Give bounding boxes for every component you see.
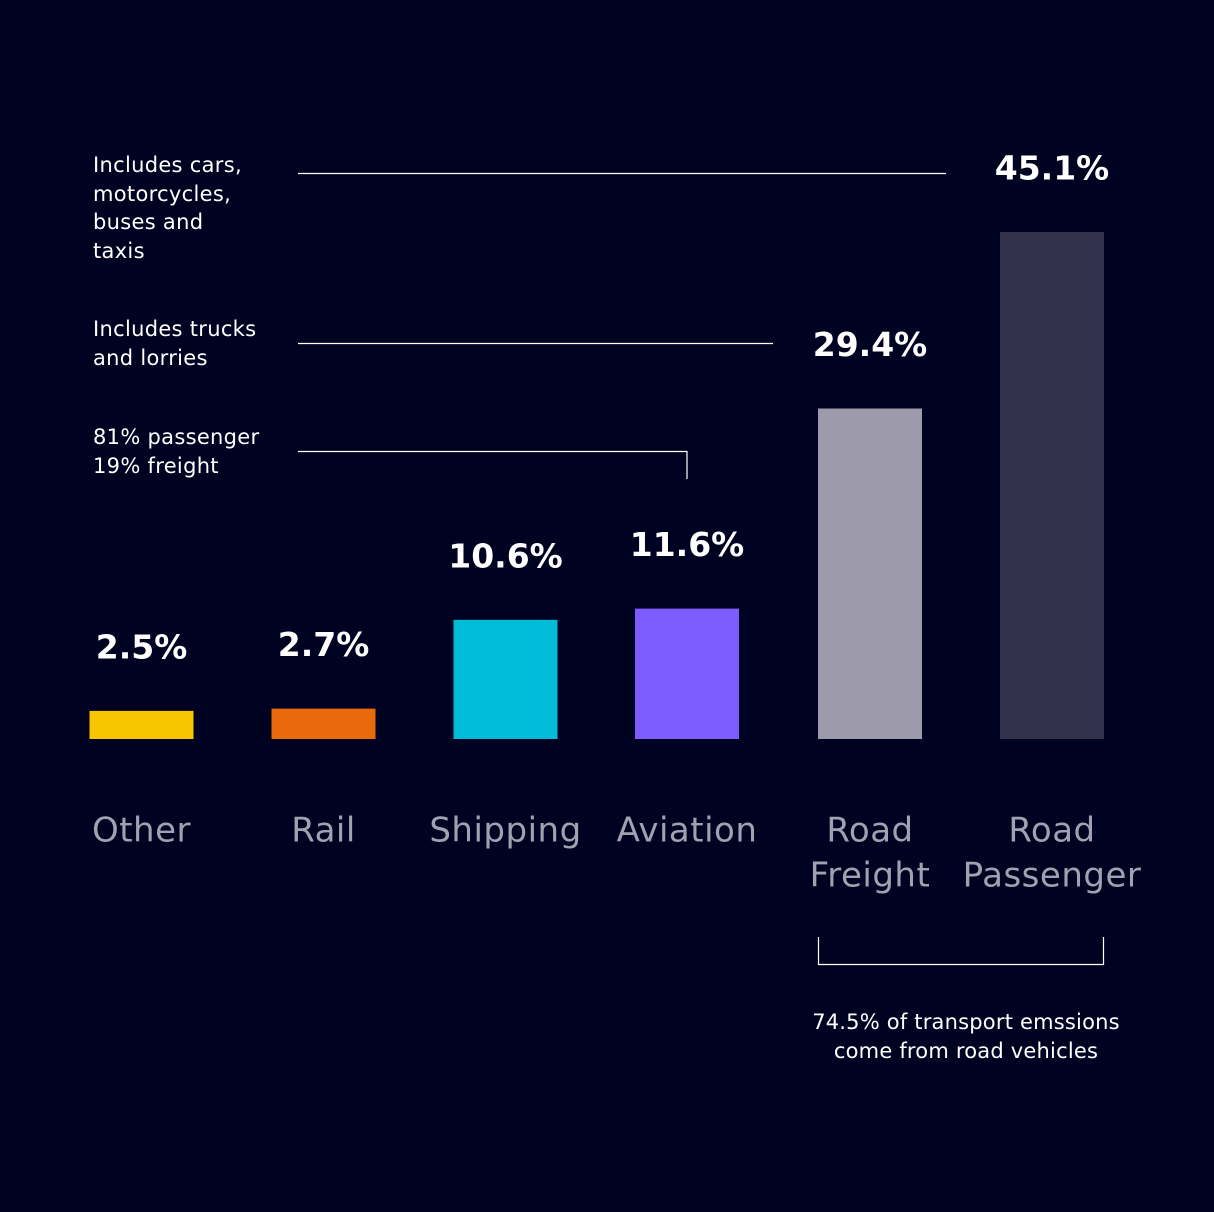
bar-shipping xyxy=(453,619,558,739)
value-label-rail: 2.7% xyxy=(278,625,370,664)
value-label-aviation: 11.6% xyxy=(630,525,745,564)
bar-aviation xyxy=(635,608,739,739)
road-total-note: 74.5% of transport emssions come from ro… xyxy=(812,1010,1120,1063)
bars-group xyxy=(89,232,1104,739)
road-freight-note: Includes trucks and lorries xyxy=(93,317,257,370)
category-label-rail: Rail xyxy=(291,811,356,851)
bar-road-passenger xyxy=(1000,232,1104,739)
bar-rail xyxy=(271,708,376,739)
category-label-road-passenger-line-1: Road xyxy=(1008,811,1095,851)
bar-other xyxy=(89,710,194,739)
value-label-road-passenger: 45.1% xyxy=(995,149,1110,188)
road-passenger-note: Includes cars, motorcycles, buses and ta… xyxy=(93,153,242,263)
category-label-road-freight-line-1: Road xyxy=(826,811,913,851)
value-label-shipping: 10.6% xyxy=(448,536,563,575)
category-label-aviation: Aviation xyxy=(617,811,758,851)
value-label-road-freight: 29.4% xyxy=(813,325,928,364)
aviation-note: 81% passenger 19% freight xyxy=(93,425,260,478)
aviation-leader-line xyxy=(298,450,688,479)
category-labels-group: Other Rail Shipping Aviation Road Freight Road… xyxy=(92,811,1141,896)
road-total-bracket xyxy=(817,937,1105,966)
value-label-other: 2.5% xyxy=(96,627,188,666)
leader-lines xyxy=(298,172,1105,966)
bar-road-freight xyxy=(818,408,922,739)
category-label-other: Other xyxy=(92,811,191,851)
category-label-road-freight-line-2: Freight xyxy=(810,856,931,896)
value-labels-group: 2.5% 2.7% 10.6% 11.6% 29.4% 45.1% xyxy=(96,149,1110,667)
category-label-shipping: Shipping xyxy=(429,811,581,851)
category-label-road-passenger-line-2: Passenger xyxy=(963,856,1142,896)
